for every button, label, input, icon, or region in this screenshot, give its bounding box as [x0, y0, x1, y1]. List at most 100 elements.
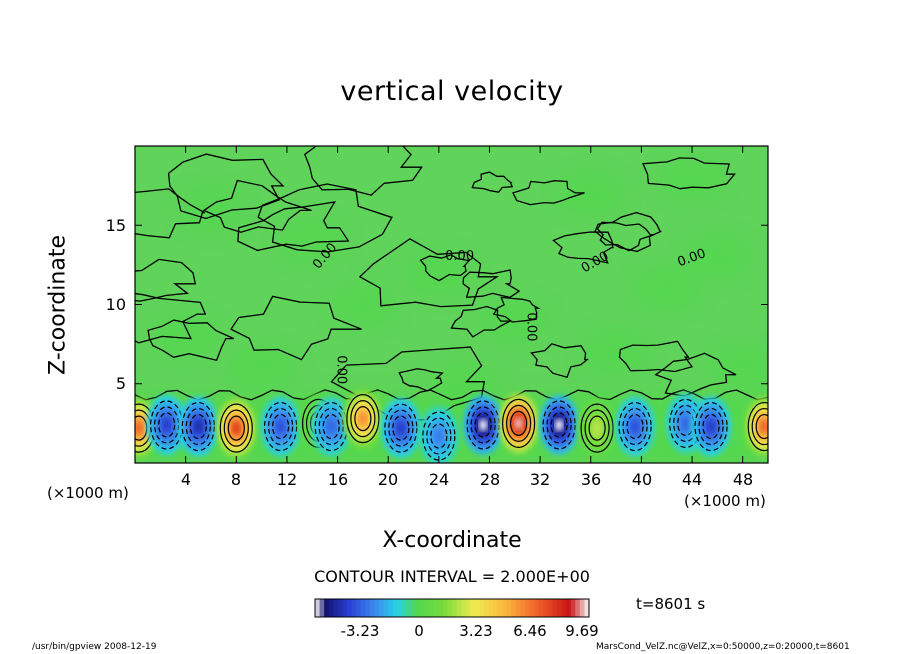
colorbar-swatch — [520, 599, 526, 617]
colorbar-swatch — [360, 599, 366, 617]
contour-line — [462, 269, 521, 299]
velocity-cell — [358, 412, 367, 425]
y-tick-label-10: 10 — [105, 295, 126, 314]
velocity-patch — [229, 347, 294, 388]
cell-contour — [542, 400, 576, 450]
contour-line — [618, 340, 694, 373]
x-tick-label-20: 20 — [377, 470, 399, 489]
colorbar-swatch — [488, 599, 494, 617]
velocity-patch — [330, 284, 395, 325]
velocity-cell — [162, 418, 171, 431]
colorbar-swatch — [529, 599, 535, 617]
velocity-cell — [276, 420, 285, 433]
contour-line — [135, 188, 206, 239]
cell-contour — [698, 407, 724, 446]
x-tick-label-32: 32 — [529, 470, 551, 489]
colorbar-swatch — [369, 599, 375, 617]
colorbar-swatch — [474, 599, 480, 617]
colorbar-swatch — [461, 599, 467, 617]
cell-contour — [189, 413, 207, 440]
velocity-cell — [760, 420, 768, 433]
contour-line — [530, 343, 589, 378]
cell-contour — [509, 410, 528, 436]
colorbar-swatch — [452, 599, 458, 617]
contour-line — [147, 319, 235, 361]
velocity-cell — [479, 418, 488, 431]
colorbar-swatch — [470, 599, 476, 617]
contour-interval-label: CONTOUR INTERVAL = 2.000E+00 — [314, 567, 590, 586]
cell-contour — [267, 407, 294, 446]
velocity-cell — [707, 420, 716, 433]
colorbar-swatch — [342, 599, 348, 617]
colorbar-swatch — [378, 599, 385, 617]
cell-contour — [271, 413, 290, 440]
x-tick-label-12: 12 — [276, 470, 298, 489]
time-label: t=8601 s — [636, 595, 706, 613]
colorbar-swatch — [575, 599, 581, 617]
colorbar-swatch — [374, 599, 380, 617]
contour-line — [358, 238, 500, 308]
cell-layer — [135, 388, 768, 463]
colorbar-swatch — [538, 599, 544, 617]
chart-title: vertical velocity — [340, 76, 564, 107]
velocity-patch — [280, 221, 345, 262]
velocity-cell — [631, 420, 640, 433]
velocity-patch — [432, 363, 497, 404]
x-tick-label-40: 40 — [631, 470, 653, 489]
cell-contour — [350, 400, 376, 438]
contour-line — [642, 157, 736, 190]
cell-contour — [426, 417, 452, 455]
colorbar-swatch — [337, 599, 343, 617]
colorbar-swatch — [515, 599, 522, 617]
colorbar-swatch — [315, 599, 321, 617]
cell-contour — [584, 409, 610, 447]
x-tick-label-44: 44 — [681, 470, 703, 489]
contour-line — [304, 146, 423, 196]
colorbar-swatch — [397, 599, 403, 617]
cell-contour — [550, 412, 568, 438]
y-tick-label-5: 5 — [115, 374, 126, 393]
cell-contour — [505, 404, 532, 442]
cell-contour — [318, 407, 344, 446]
cell-contour — [474, 412, 492, 438]
colorbar-swatch — [346, 599, 353, 617]
contour-value-label: 0.00 — [445, 249, 474, 264]
colorbar-swatch — [406, 599, 412, 617]
velocity-cell — [514, 417, 523, 430]
cell-contour — [422, 411, 456, 461]
velocity-patch — [482, 300, 547, 341]
cell-contour — [384, 403, 418, 453]
contour-line — [230, 295, 362, 361]
cell-contour — [588, 415, 606, 441]
colorbar-swatch — [420, 599, 426, 617]
contour-line — [135, 389, 768, 401]
velocity-patch — [153, 316, 218, 357]
colorbar-tick-label: -3.23 — [340, 622, 380, 640]
cell-contour — [185, 407, 211, 446]
contour-line — [450, 305, 511, 338]
x-tick-label-48: 48 — [732, 470, 754, 489]
y-axis-unit: (×1000 m) — [47, 484, 129, 502]
velocity-cell — [135, 422, 143, 435]
contour-line — [512, 180, 585, 206]
cell-contour — [354, 406, 372, 432]
colorbar-swatch — [534, 599, 540, 617]
x-tick-marks — [185, 146, 744, 463]
cell-contour — [694, 401, 728, 452]
cell-contour — [751, 407, 768, 446]
cell-contour — [747, 401, 768, 452]
colorbar-tick-label: 6.46 — [513, 622, 547, 640]
contour-line — [596, 221, 654, 252]
cell-contour — [580, 403, 614, 453]
colorbar-swatch — [557, 599, 563, 617]
colorbar-swatch — [465, 599, 471, 617]
cell-contour — [622, 407, 648, 446]
colorbar-swatch — [401, 599, 407, 617]
velocity-cell — [555, 418, 564, 431]
colorbar-swatch — [324, 599, 330, 617]
cell-contour — [501, 398, 536, 448]
contour-line — [167, 153, 285, 220]
cell-contour — [618, 401, 652, 452]
y-tick-marks — [135, 224, 768, 385]
colorbar-swatch — [579, 599, 586, 617]
